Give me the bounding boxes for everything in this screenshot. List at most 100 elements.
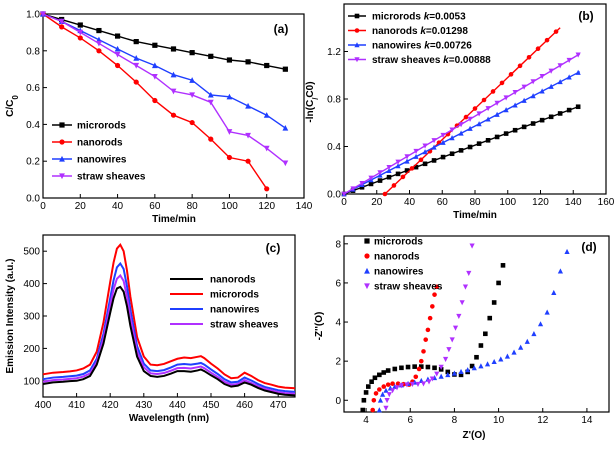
data-point (467, 144, 473, 150)
x-tick-label: 20 (371, 197, 383, 208)
data-point (469, 243, 475, 249)
data-point (451, 370, 458, 376)
data-point (413, 374, 419, 380)
legend-label: microrods (210, 290, 259, 301)
data-point (476, 141, 482, 146)
data-point (446, 347, 452, 353)
data-point (557, 63, 563, 69)
data-point (133, 39, 139, 45)
data-point (386, 164, 392, 171)
data-point (263, 112, 270, 118)
legend-marker (59, 173, 65, 180)
data-point (385, 368, 391, 373)
data-point (521, 84, 527, 90)
data-point (363, 390, 369, 395)
data-point (440, 132, 446, 138)
panel-label: (c) (266, 241, 281, 255)
data-point (575, 52, 581, 58)
data-point (40, 11, 46, 18)
data-point (557, 79, 563, 85)
data-point (395, 159, 401, 165)
y-tick-label: 0 (335, 396, 341, 407)
series-line-microrods (42, 13, 286, 70)
data-point (389, 388, 396, 394)
data-point (442, 356, 449, 362)
data-point (381, 384, 387, 389)
legend-name: microrods (372, 12, 424, 23)
data-point (531, 330, 537, 337)
data-point (370, 407, 376, 413)
data-point (535, 46, 541, 52)
data-point (226, 57, 233, 63)
data-point (449, 151, 455, 157)
x-tick-label: 8 (452, 415, 458, 426)
data-point (427, 315, 433, 321)
data-point (458, 122, 464, 128)
data-point (404, 154, 410, 160)
data-point (377, 170, 383, 176)
data-point (500, 263, 506, 268)
y-tick-label: 0.6 (26, 83, 40, 94)
data-point (383, 387, 389, 393)
y-axis-title-sub: / (311, 97, 320, 100)
data-point (418, 157, 424, 163)
data-point (503, 131, 509, 136)
data-point (133, 62, 140, 69)
y-tick-label: 0.8 (327, 95, 341, 106)
y-axis-title: -ln(C/C0) (305, 81, 320, 122)
data-point (208, 53, 214, 59)
legend-label: nanorods (374, 252, 420, 263)
legend-label: nanowires (210, 305, 260, 316)
data-point (96, 48, 102, 54)
data-point (413, 148, 419, 154)
series-line-straw-sheaves (42, 273, 296, 395)
data-point (422, 143, 428, 149)
legend-label: nanowires k=0.00726 (372, 41, 472, 52)
data-point (386, 167, 392, 173)
data-point (409, 166, 415, 171)
data-point (207, 99, 214, 106)
y-tick-label: 0.0 (26, 194, 40, 205)
y-tick-label: 0.2 (26, 157, 40, 168)
data-point (405, 364, 411, 370)
data-point (512, 102, 518, 108)
data-point (377, 397, 384, 403)
data-point (485, 137, 491, 143)
data-point (372, 375, 378, 381)
legend-marker (354, 13, 360, 19)
legend-label: straw sheaves (374, 282, 443, 293)
data-point (530, 121, 536, 126)
data-point (494, 134, 500, 140)
y-axis-title: -Z''(O) (314, 312, 325, 341)
data-point (151, 73, 158, 80)
y-tick-label: 0.4 (327, 142, 341, 153)
data-point (368, 181, 374, 187)
legend-label: microrods k=0.0053 (372, 12, 466, 23)
data-point (341, 191, 347, 197)
data-point (491, 300, 497, 305)
data-point (77, 29, 84, 36)
legend-marker (59, 155, 65, 162)
data-point (415, 381, 421, 388)
data-point (133, 79, 139, 85)
data-point (368, 175, 374, 181)
data-point (539, 88, 545, 94)
data-point (418, 358, 424, 364)
data-point (440, 154, 446, 160)
data-point (521, 124, 527, 130)
data-point (114, 62, 121, 69)
data-point (359, 180, 365, 187)
data-point (521, 97, 527, 103)
y-axis-title-end: C0) (305, 81, 316, 97)
data-point (458, 368, 464, 375)
data-point (530, 93, 536, 99)
data-point (566, 74, 572, 80)
data-point (170, 46, 177, 52)
x-tick-label: 40 (404, 197, 416, 208)
data-point (409, 381, 416, 388)
data-point (491, 358, 497, 365)
legend-marker (354, 28, 360, 33)
data-point (399, 365, 404, 371)
data-point (553, 29, 559, 34)
data-point (449, 135, 455, 141)
